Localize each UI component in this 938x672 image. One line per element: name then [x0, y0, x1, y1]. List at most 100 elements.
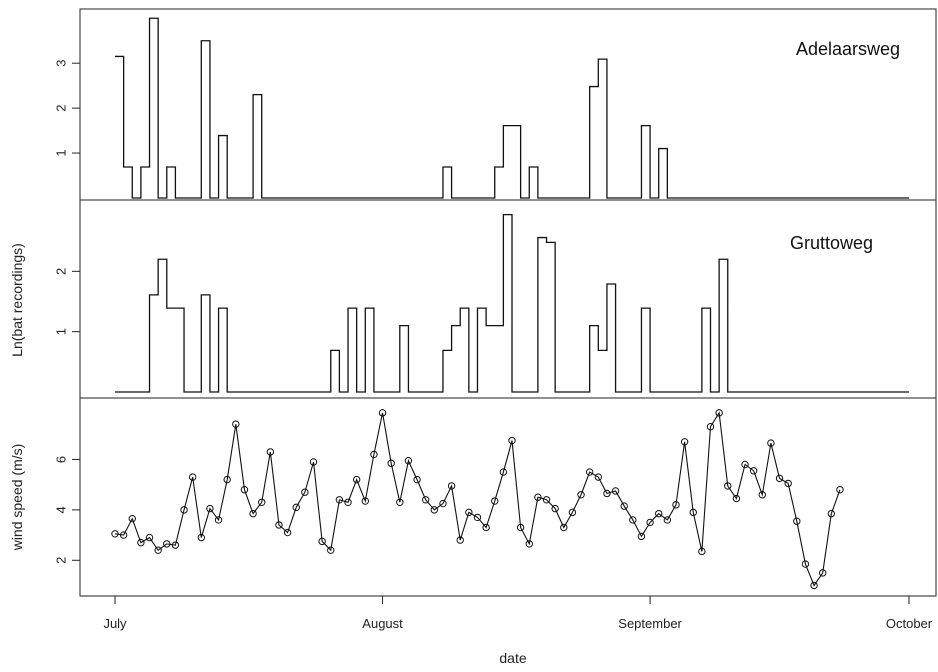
y-axis-label-wind-speed: wind speed (m/s)	[9, 444, 25, 552]
wind-point-34	[404, 457, 413, 465]
y-tick-label-0-2: 3	[53, 60, 68, 67]
series-line-adelaarsweg	[115, 17, 909, 199]
wind-point-3	[137, 538, 145, 547]
wind-point-33	[396, 498, 404, 507]
wind-point-69	[706, 422, 715, 431]
wind-point-22	[301, 488, 309, 496]
wind-point-28	[352, 475, 361, 484]
wind-point-9	[188, 473, 197, 481]
wind-point-24	[318, 537, 326, 546]
wind-point-52	[560, 523, 568, 532]
wind-point-37	[430, 506, 439, 514]
wind-point-27	[344, 498, 352, 507]
y-tick-label-1-1: 2	[53, 268, 68, 275]
panel-title-gruttoweg: Gruttoweg	[790, 233, 873, 253]
wind-point-47	[516, 523, 525, 532]
wind-point-50	[542, 496, 551, 504]
wind-point-12	[214, 516, 223, 524]
wind-point-58	[611, 487, 620, 495]
wind-point-74	[749, 467, 758, 475]
y-tick-label-2-1: 4	[53, 506, 68, 513]
wind-point-83	[827, 509, 836, 518]
y-tick-label-2-0: 2	[53, 557, 68, 564]
wind-point-42	[473, 513, 482, 522]
wind-point-39	[447, 482, 456, 490]
wind-point-20	[283, 528, 292, 537]
wind-point-53	[568, 508, 577, 517]
wind-point-16	[249, 509, 257, 518]
wind-point-62	[646, 518, 654, 527]
panel-frame-gruttoweg	[79, 199, 937, 399]
wind-point-17	[258, 498, 266, 507]
wind-point-78	[784, 479, 792, 488]
wind-point-29	[361, 497, 369, 505]
wind-point-11	[206, 504, 214, 513]
wind-point-46	[508, 436, 516, 445]
wind-point-65	[672, 501, 680, 509]
wind-point-21	[292, 503, 300, 512]
x-tick-label-2: September	[618, 616, 682, 631]
wind-point-75	[758, 491, 766, 499]
wind-point-13	[223, 475, 231, 484]
wind-point-60	[629, 516, 637, 524]
wind-point-44	[491, 497, 499, 505]
wind-point-64	[663, 516, 672, 524]
wind-point-48	[525, 540, 533, 548]
panel-frame-adelaarsweg	[79, 8, 937, 201]
wind-point-61	[637, 532, 646, 541]
x-tick-label-0: July	[103, 616, 127, 631]
wind-point-40	[456, 536, 464, 544]
wind-point-32	[387, 459, 395, 467]
wind-point-51	[551, 504, 559, 513]
wind-point-18	[266, 448, 275, 456]
wind-point-2	[128, 514, 136, 523]
wind-point-6	[163, 540, 171, 548]
wind-point-77	[775, 474, 784, 483]
y-tick-label-0-0: 1	[53, 149, 68, 156]
wind-point-63	[655, 509, 663, 518]
wind-point-45	[499, 468, 508, 476]
wind-point-30	[370, 450, 378, 459]
y-axis-label-bat-recordings: Ln(bat recordings)	[9, 243, 25, 357]
y-tick-label-0-1: 2	[53, 105, 68, 112]
wind-point-14	[232, 420, 240, 428]
wind-point-0	[111, 530, 119, 538]
wind-point-72	[732, 494, 741, 503]
wind-point-4	[145, 533, 154, 542]
wind-point-79	[793, 517, 801, 525]
x-axis-label: date	[499, 650, 526, 666]
wind-point-81	[810, 581, 818, 590]
x-tick-label-1: August	[362, 616, 403, 631]
wind-point-80	[801, 560, 810, 568]
y-tick-label-1-0: 1	[53, 328, 68, 335]
wind-point-10	[197, 533, 206, 542]
wind-point-36	[421, 496, 430, 504]
wind-point-25	[327, 546, 335, 554]
wind-point-76	[767, 439, 775, 447]
series-line-gruttoweg	[115, 213, 909, 393]
wind-point-5	[154, 546, 162, 554]
wind-point-8	[180, 506, 188, 514]
wind-point-38	[439, 499, 447, 508]
wind-point-7	[171, 541, 180, 549]
wind-point-67	[689, 508, 697, 517]
panel-title-adelaarsweg: Adelaarsweg	[796, 39, 900, 59]
y-tick-label-2-2: 6	[53, 456, 68, 463]
wind-point-49	[534, 493, 542, 501]
wind-point-41	[465, 508, 473, 517]
wind-point-57	[603, 489, 611, 498]
wind-point-59	[620, 502, 628, 510]
wind-point-71	[724, 482, 732, 490]
wind-point-84	[836, 485, 844, 494]
wind-point-31	[378, 409, 387, 417]
wind-point-56	[594, 473, 603, 481]
wind-point-1	[119, 531, 128, 539]
wind-point-54	[577, 491, 585, 499]
wind-point-70	[715, 409, 723, 417]
wind-point-26	[335, 496, 344, 504]
wind-point-19	[275, 521, 283, 529]
wind-point-55	[585, 468, 594, 476]
wind-point-68	[698, 547, 706, 556]
wind-point-73	[741, 460, 749, 469]
